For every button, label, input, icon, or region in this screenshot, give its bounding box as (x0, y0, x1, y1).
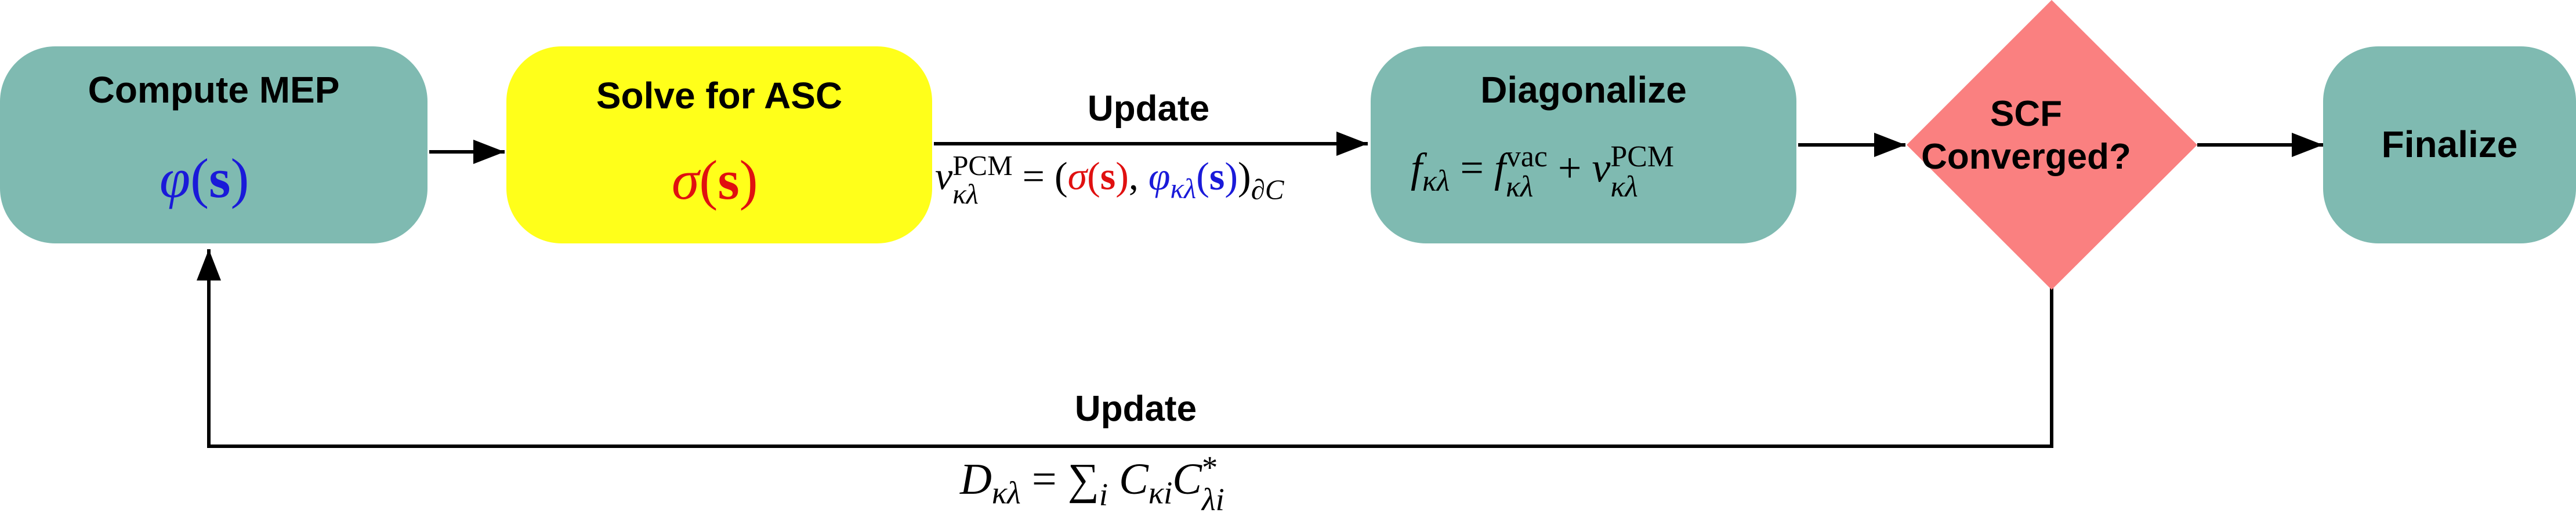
scf-converged-label: SCF Converged? (1904, 93, 2148, 178)
diagonalize-node: Diagonalize (1371, 46, 1796, 243)
solve-asc-title: Solve for ASC (596, 75, 843, 116)
solve-asc-node: Solve for ASC (506, 46, 932, 243)
diagonalize-title: Diagonalize (1480, 69, 1687, 111)
scf-label-line1: SCF (1990, 94, 2062, 134)
scf-label-line2: Converged? (1921, 137, 2131, 177)
finalize-title: Finalize (2381, 123, 2518, 165)
update-label-top: Update (1087, 89, 1210, 129)
mep-formula: φ(s) (160, 147, 249, 209)
fock-formula: fκλ = f vac κλ + v PCM κλ (1411, 140, 1674, 203)
compute-mep-title: Compute MEP (88, 69, 340, 111)
asc-formula: σ(s) (672, 149, 758, 211)
finalize-node: Finalize (2323, 46, 2576, 243)
density-formula: Dκλ = ∑i CκiC * λi (960, 450, 1224, 517)
compute-mep-node: Compute MEP (0, 46, 427, 243)
arrow-scf-feedback-to-mep (197, 249, 2053, 448)
pcm-potential-formula: v PCM κλ = (σ(s), φκλ(s))∂C (935, 150, 1284, 210)
scf-converged-diamond (1907, 0, 2197, 290)
update-label-bottom: Update (1074, 389, 1197, 429)
